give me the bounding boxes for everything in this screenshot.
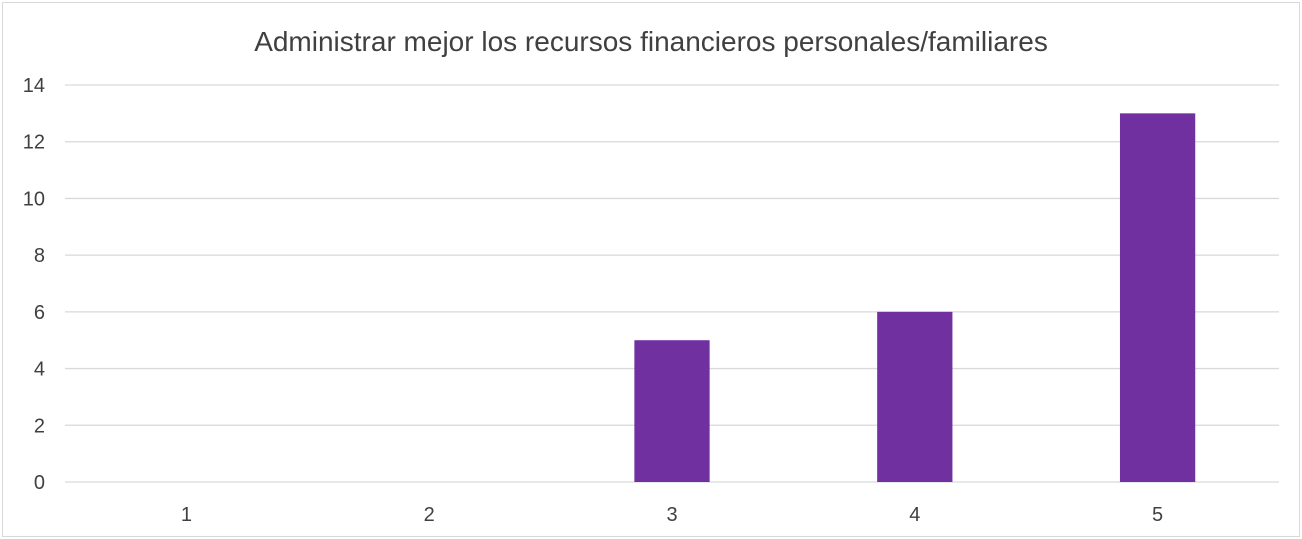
- chart-title: Administrar mejor los recursos financier…: [254, 26, 1048, 57]
- y-tick-label: 0: [34, 472, 45, 494]
- bar-4: [877, 311, 953, 482]
- x-tick-label: 3: [666, 504, 677, 526]
- y-tick-label: 14: [23, 75, 45, 97]
- bars: [634, 113, 1196, 482]
- y-tick-label: 4: [34, 359, 45, 381]
- bar-5: [1119, 113, 1196, 482]
- y-tick-label: 2: [34, 415, 45, 437]
- x-tick-label: 2: [424, 504, 435, 526]
- y-tick-label: 10: [23, 188, 45, 210]
- y-axis-ticks: 0 2 4 6 8 10 12 14: [23, 75, 45, 494]
- x-tick-label: 1: [181, 504, 192, 526]
- y-tick-label: 8: [34, 245, 45, 267]
- bar-3: [634, 340, 710, 482]
- bar-chart: Administrar mejor los recursos financier…: [23, 26, 1279, 526]
- x-tick-label: 5: [1152, 504, 1163, 526]
- x-tick-label: 4: [909, 504, 920, 526]
- y-tick-label: 12: [23, 132, 45, 154]
- y-tick-label: 6: [34, 302, 45, 324]
- x-axis-ticks: 1 2 3 4 5: [181, 504, 1163, 526]
